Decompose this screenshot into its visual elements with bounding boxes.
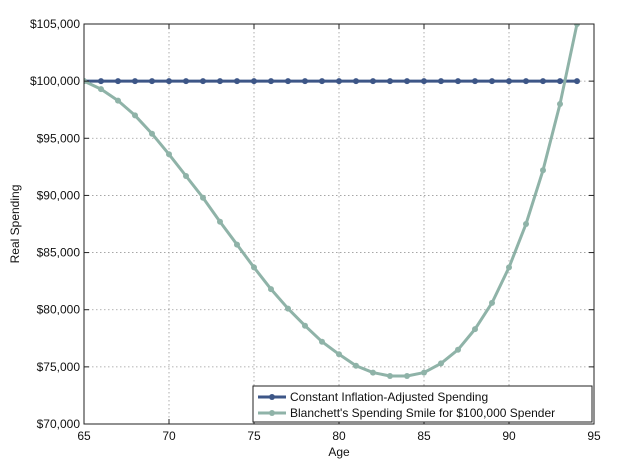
data-point [421, 369, 427, 376]
data-point [98, 86, 104, 93]
data-point [387, 373, 393, 379]
data-point [523, 78, 529, 85]
data-point [200, 194, 206, 201]
legend-swatch-marker [269, 394, 275, 400]
data-point [234, 78, 240, 85]
data-point [183, 173, 189, 179]
data-point [540, 78, 546, 85]
data-point [404, 78, 410, 85]
y-tick-label: $105,000 [30, 17, 80, 31]
series-1 [84, 78, 580, 85]
data-point [506, 78, 512, 85]
data-point [149, 130, 155, 137]
data-point [336, 78, 342, 85]
data-point [183, 78, 189, 85]
data-point [319, 78, 325, 85]
y-tick-label: $85,000 [37, 246, 81, 260]
data-point [234, 241, 240, 248]
x-tick-label: 90 [502, 429, 516, 443]
data-point [319, 338, 325, 345]
y-tick-label: $75,000 [37, 360, 81, 374]
legend: Constant Inflation-Adjusted Spending Blan… [252, 385, 593, 423]
data-point [115, 78, 121, 85]
y-tick-label: $90,000 [37, 188, 81, 202]
data-point [472, 326, 478, 333]
data-point [523, 221, 529, 227]
x-tick-label: 80 [332, 429, 346, 443]
data-point [472, 78, 478, 85]
data-point [540, 167, 546, 174]
data-point [455, 346, 461, 353]
x-tick-label: 70 [162, 429, 176, 443]
y-tick-label: $95,000 [37, 131, 81, 145]
data-point [336, 351, 342, 358]
data-point [421, 78, 427, 85]
data-point [438, 360, 444, 367]
data-point [166, 78, 172, 85]
x-axis-label: Age [328, 445, 350, 459]
data-point [251, 78, 257, 85]
data-point [353, 362, 359, 369]
y-tick-label: $70,000 [37, 417, 81, 431]
legend-box [252, 385, 593, 423]
data-point [574, 24, 580, 27]
data-point [302, 78, 308, 85]
data-point [404, 373, 410, 379]
data-point [149, 78, 155, 85]
data-point [217, 78, 223, 85]
y-tick-label: $100,000 [30, 74, 80, 88]
data-point [353, 78, 359, 85]
data-point [489, 78, 495, 85]
data-point [557, 101, 563, 107]
data-point [251, 264, 257, 271]
data-point [132, 78, 138, 85]
data-point [285, 78, 291, 85]
data-point [506, 264, 512, 271]
data-point [217, 218, 223, 225]
data-point [557, 78, 563, 85]
series-line [84, 24, 579, 378]
x-tick-label: 85 [417, 429, 431, 443]
data-point [302, 322, 308, 329]
data-point [370, 369, 376, 376]
data-point [200, 78, 206, 85]
legend-label: Constant Inflation-Adjusted Spending [290, 390, 488, 404]
data-point [268, 286, 274, 293]
data-point [574, 78, 580, 85]
data-point [387, 78, 393, 85]
x-tick-label: 75 [247, 429, 261, 443]
data-point [268, 78, 274, 85]
data-point [489, 299, 495, 306]
y-tick-label: $80,000 [37, 303, 81, 317]
x-tick-label: 65 [77, 429, 91, 443]
data-point [438, 78, 444, 85]
data-point [370, 78, 376, 85]
data-point [285, 305, 291, 312]
data-point [115, 97, 121, 104]
y-axis-label: Real Spending [8, 185, 22, 264]
legend-swatch-marker [269, 410, 275, 416]
data-point [455, 78, 461, 85]
data-point [166, 151, 172, 158]
legend-label: Blanchett's Spending Smile for $100,000 … [290, 406, 555, 420]
x-tick-label: 95 [587, 429, 601, 443]
data-point [98, 78, 104, 85]
data-point [132, 112, 138, 119]
series-2 [84, 24, 580, 379]
